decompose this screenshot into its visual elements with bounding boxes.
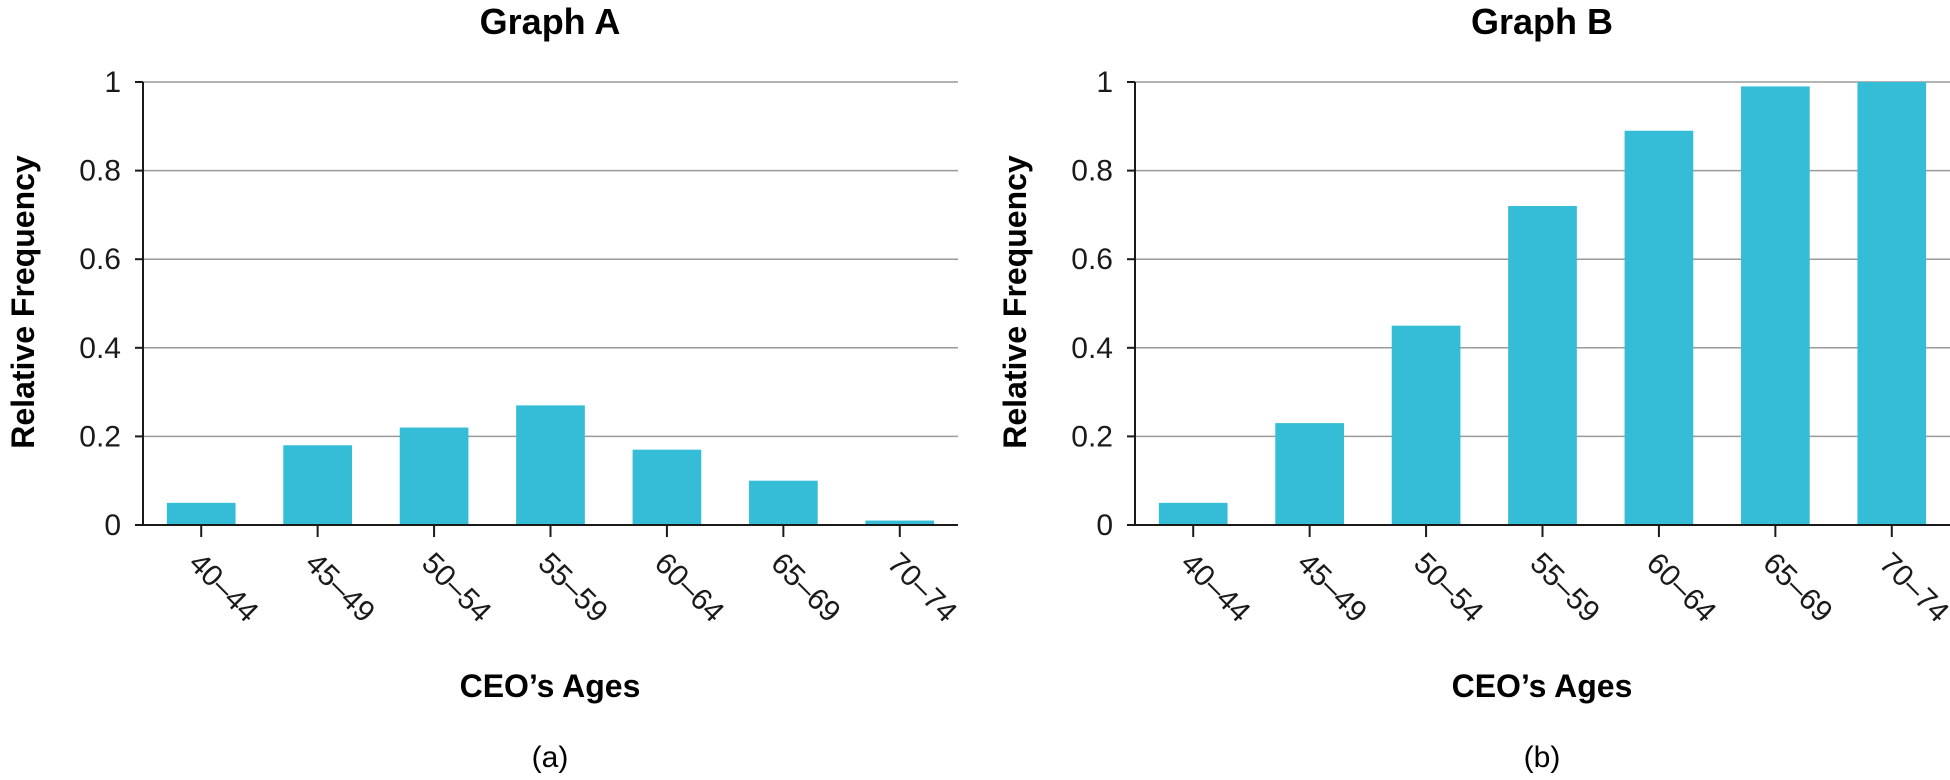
bar: [166, 502, 236, 525]
bar: [1508, 206, 1577, 526]
axes: [1127, 81, 1950, 537]
bar: [283, 445, 352, 525]
axes: [135, 81, 958, 537]
gridlines: [143, 81, 958, 438]
y-tick-label: 1: [1096, 66, 1113, 99]
bar: [399, 427, 469, 525]
bar: [516, 405, 585, 525]
y-tick-labels: 0 0.2 0.4 0.6 0.8 1: [1071, 66, 1113, 542]
panel-caption: (b): [1524, 741, 1561, 774]
x-tick-label: 40–44: [182, 547, 264, 629]
y-tick-labels: 0 0.2 0.4 0.6 0.8 1: [79, 66, 121, 542]
x-tick-label: 60–64: [1640, 547, 1722, 629]
y-tick-label: 0.2: [79, 420, 121, 453]
y-axis-title: Relative Frequency: [997, 155, 1033, 449]
y-axis-title: Relative Frequency: [5, 155, 41, 449]
x-tick-label: 40–44: [1174, 547, 1256, 629]
y-tick-label: 0: [104, 509, 121, 542]
x-tick-labels: 40–44 45–49 50–54 55–59 60–64 65–69 70–74: [182, 547, 963, 629]
bar: [865, 520, 935, 525]
x-tick-label: 65–69: [764, 547, 846, 629]
y-tick-label: 0.8: [1071, 155, 1113, 188]
chart-title: Graph B: [1471, 1, 1613, 42]
bars: [1158, 82, 1927, 526]
bar: [1158, 502, 1228, 525]
graph-b-panel: Graph B Relative Frequency CEO’s Ages (b…: [997, 1, 1950, 774]
bar: [1391, 325, 1461, 525]
x-tick-label: 65–69: [1756, 547, 1838, 629]
bars: [166, 405, 935, 525]
y-tick-label: 0.6: [79, 243, 121, 276]
y-tick-label: 0.4: [1071, 332, 1113, 365]
bar: [749, 480, 818, 525]
panel-caption: (a): [532, 741, 569, 774]
y-tick-label: 0.4: [79, 332, 121, 365]
y-tick-label: 0.8: [79, 155, 121, 188]
x-tick-label: 55–59: [532, 547, 614, 629]
x-tick-labels: 40–44 45–49 50–54 55–59 60–64 65–69 70–74: [1174, 547, 1950, 629]
y-tick-label: 0.6: [1071, 243, 1113, 276]
x-tick-label: 50–54: [1407, 547, 1489, 629]
x-tick-label: 60–64: [648, 547, 730, 629]
bar: [1275, 423, 1344, 525]
x-axis-title: CEO’s Ages: [1452, 668, 1633, 704]
bar: [632, 449, 702, 525]
bar: [1857, 82, 1927, 525]
x-tick-label: 70–74: [1873, 547, 1950, 629]
y-tick-label: 0.2: [1071, 420, 1113, 453]
x-tick-label: 45–49: [1291, 547, 1373, 629]
x-tick-label: 70–74: [881, 547, 963, 629]
x-tick-label: 45–49: [299, 547, 381, 629]
x-tick-label: 50–54: [415, 547, 497, 629]
y-tick-label: 1: [104, 66, 121, 99]
x-tick-label: 55–59: [1524, 547, 1606, 629]
graph-a-panel: Graph A Relative Frequency CEO’s Ages (a…: [5, 1, 963, 774]
chart-title: Graph A: [480, 1, 621, 42]
y-tick-label: 0: [1096, 509, 1113, 542]
bar: [1741, 86, 1810, 526]
bar: [1624, 130, 1694, 526]
x-axis-title: CEO’s Ages: [460, 668, 641, 704]
